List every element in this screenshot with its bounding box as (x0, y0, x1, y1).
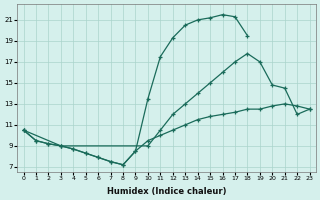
X-axis label: Humidex (Indice chaleur): Humidex (Indice chaleur) (107, 187, 226, 196)
